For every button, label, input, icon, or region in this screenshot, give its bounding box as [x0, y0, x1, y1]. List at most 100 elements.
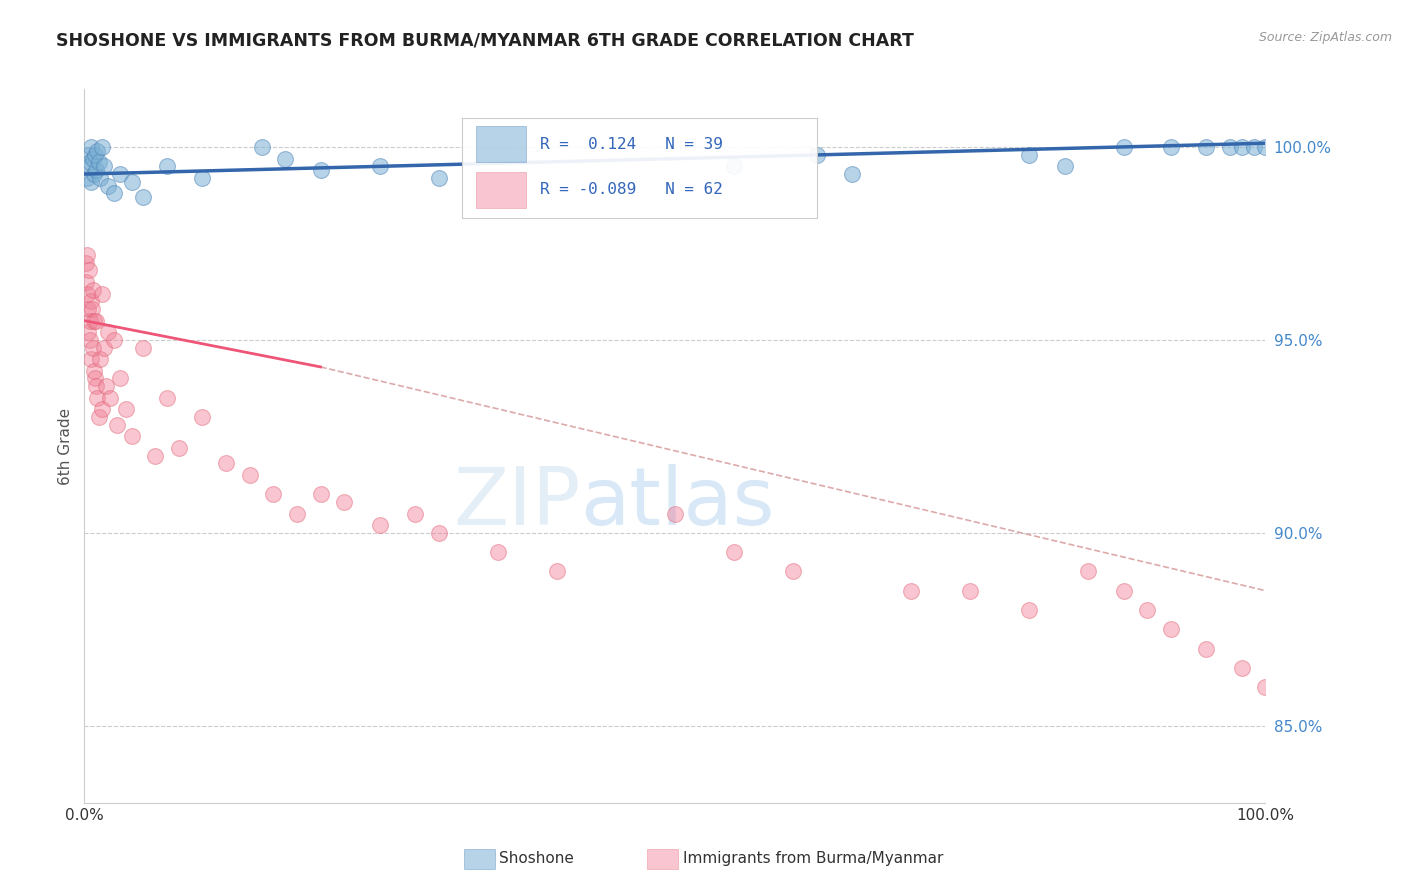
- Point: [79, 333, 101, 347]
- Point: [900, 583, 922, 598]
- Point: [121, 429, 143, 443]
- Point: [486, 545, 509, 559]
- Point: [191, 170, 214, 185]
- Point: [84, 148, 107, 162]
- Point: [1195, 140, 1218, 154]
- Point: [333, 495, 356, 509]
- Bar: [477, 126, 526, 161]
- Point: [93, 159, 115, 173]
- Text: SHOSHONE VS IMMIGRANTS FROM BURMA/MYANMAR 6TH GRADE CORRELATION CHART: SHOSHONE VS IMMIGRANTS FROM BURMA/MYANMA…: [56, 31, 914, 49]
- Y-axis label: 6th Grade: 6th Grade: [58, 408, 73, 484]
- Point: [274, 152, 297, 166]
- Point: [215, 456, 238, 470]
- Point: [82, 341, 104, 355]
- Point: [76, 248, 98, 262]
- Point: [1195, 641, 1218, 656]
- Point: [103, 333, 125, 347]
- Point: [86, 144, 108, 158]
- Bar: [477, 171, 526, 208]
- Point: [89, 170, 111, 185]
- Point: [368, 159, 391, 173]
- Point: [1230, 140, 1253, 154]
- Point: [1018, 148, 1040, 162]
- Point: [132, 341, 155, 355]
- Point: [1053, 159, 1076, 173]
- Point: [108, 371, 131, 385]
- Text: R =  0.124   N = 39: R = 0.124 N = 39: [540, 136, 723, 152]
- Point: [80, 352, 103, 367]
- Point: [132, 190, 155, 204]
- Point: [77, 148, 100, 162]
- Point: [309, 487, 332, 501]
- Point: [75, 256, 97, 270]
- Point: [1160, 140, 1182, 154]
- Point: [87, 155, 110, 169]
- Point: [77, 301, 100, 316]
- Point: [427, 170, 450, 185]
- Point: [83, 364, 105, 378]
- Point: [77, 263, 100, 277]
- Point: [1018, 603, 1040, 617]
- Point: [82, 283, 104, 297]
- Point: [84, 313, 107, 327]
- Point: [80, 294, 103, 309]
- Point: [262, 487, 284, 501]
- Point: [546, 565, 568, 579]
- Point: [79, 313, 101, 327]
- Point: [107, 417, 129, 432]
- Point: [87, 410, 110, 425]
- Point: [76, 170, 98, 185]
- Point: [1254, 680, 1277, 694]
- Point: [103, 186, 125, 201]
- Text: Source: ZipAtlas.com: Source: ZipAtlas.com: [1258, 31, 1392, 45]
- Point: [1077, 565, 1099, 579]
- Point: [1243, 140, 1265, 154]
- Point: [77, 159, 100, 173]
- Point: [1112, 140, 1135, 154]
- Point: [841, 167, 863, 181]
- Point: [427, 525, 450, 540]
- Point: [959, 583, 981, 598]
- Point: [1219, 140, 1241, 154]
- Point: [239, 467, 262, 482]
- Point: [156, 159, 179, 173]
- Point: [806, 148, 828, 162]
- Point: [93, 341, 115, 355]
- Point: [98, 391, 121, 405]
- Point: [309, 163, 332, 178]
- Point: [76, 286, 98, 301]
- Text: R = -0.089   N = 62: R = -0.089 N = 62: [540, 182, 723, 197]
- Point: [84, 371, 107, 385]
- Point: [1136, 603, 1159, 617]
- Point: [108, 167, 131, 181]
- Point: [84, 163, 107, 178]
- Point: [80, 301, 103, 316]
- Point: [80, 140, 103, 154]
- Text: Shoshone: Shoshone: [499, 852, 574, 866]
- Point: [1230, 661, 1253, 675]
- Point: [1112, 583, 1135, 598]
- Text: Immigrants from Burma/Myanmar: Immigrants from Burma/Myanmar: [683, 852, 943, 866]
- Point: [83, 167, 105, 181]
- Text: ZIP: ZIP: [453, 464, 581, 542]
- Point: [79, 155, 101, 169]
- Point: [723, 159, 745, 173]
- Point: [723, 545, 745, 559]
- Point: [89, 352, 111, 367]
- Point: [285, 507, 308, 521]
- Point: [91, 140, 114, 154]
- Point: [75, 275, 97, 289]
- Point: [80, 175, 103, 189]
- Point: [97, 325, 120, 339]
- Point: [86, 391, 108, 405]
- Point: [782, 565, 804, 579]
- Point: [121, 175, 143, 189]
- Point: [83, 313, 105, 327]
- Point: [167, 441, 190, 455]
- Point: [91, 286, 114, 301]
- Point: [114, 402, 136, 417]
- Text: atlas: atlas: [581, 464, 775, 542]
- Point: [94, 379, 117, 393]
- Point: [664, 507, 686, 521]
- Point: [84, 379, 107, 393]
